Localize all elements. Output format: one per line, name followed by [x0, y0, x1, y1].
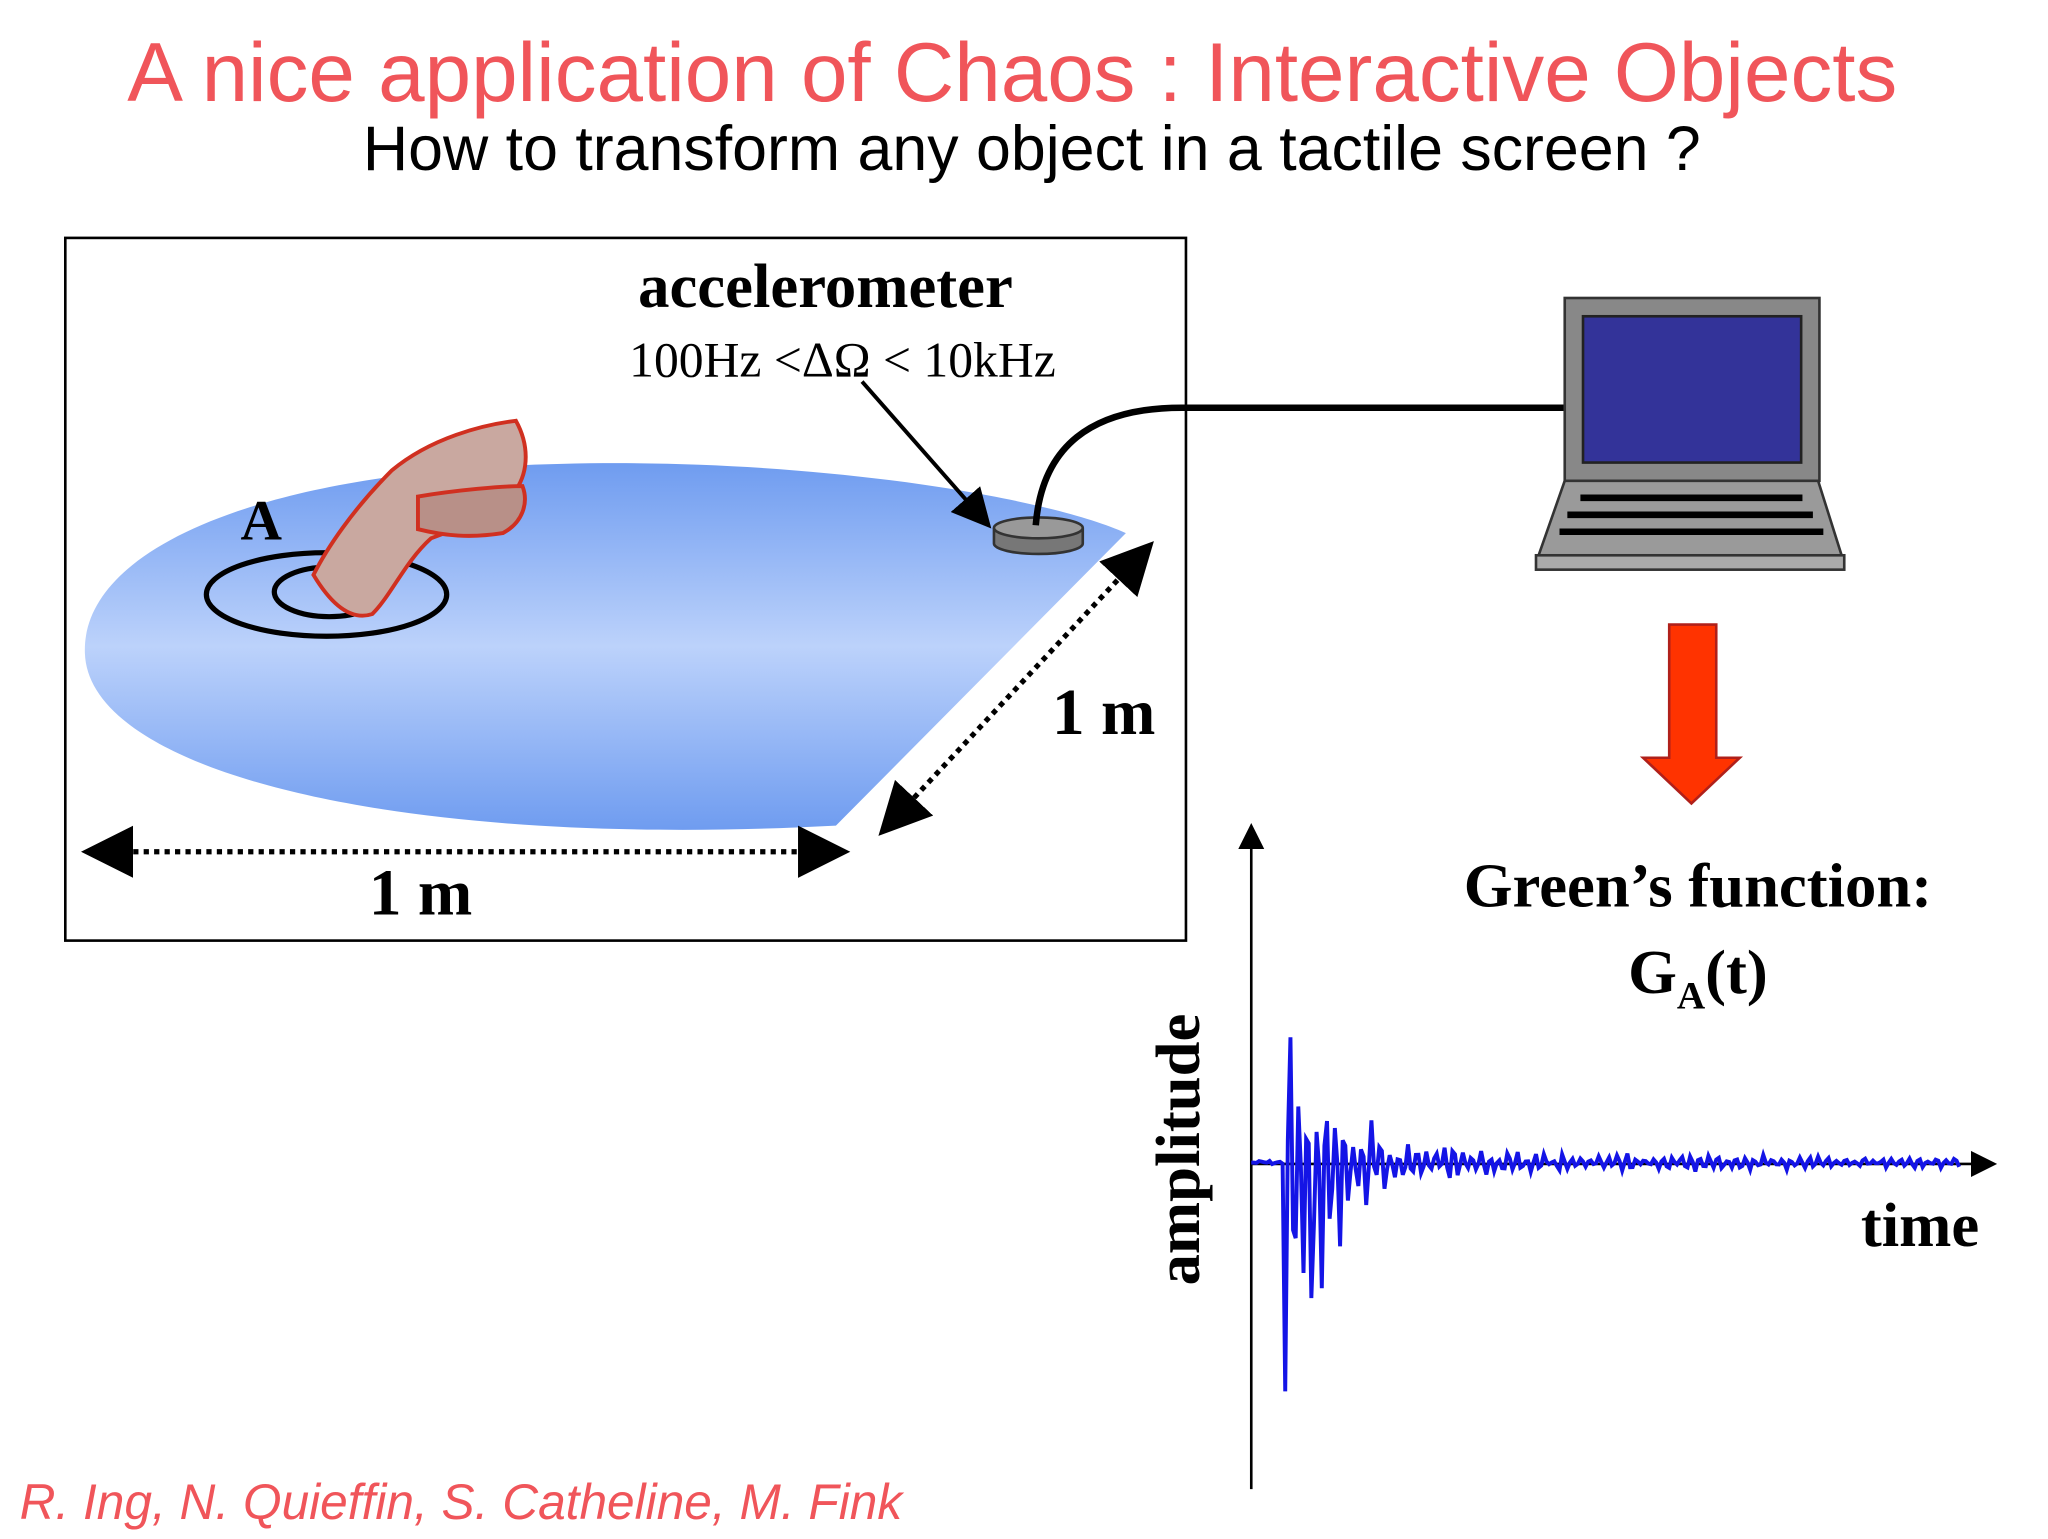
signal-title: Green’s function: — [1464, 851, 1932, 921]
symbol: G — [1628, 937, 1677, 1007]
point-label: A — [240, 490, 282, 553]
laptop-display — [1581, 314, 1803, 464]
symbol-subscript: A — [1677, 975, 1705, 1018]
depth-label: 1 m — [1052, 677, 1155, 749]
bandwidth-label: 100Hz <ΔΩ < 10kHz — [629, 332, 1056, 387]
laptop-base — [1534, 553, 1846, 571]
cable — [1032, 404, 1565, 526]
signal-trace — [1251, 1037, 1961, 1392]
depth-arrow — [878, 541, 1154, 836]
pointer-arrow — [860, 380, 992, 529]
subtitle: How to transform any object in a tactile… — [363, 114, 1701, 184]
width-label: 1 m — [369, 857, 472, 929]
hand — [415, 484, 527, 538]
process-arrow — [1639, 623, 1744, 806]
x-axis-label: time — [1861, 1190, 1979, 1260]
y-axis-label: amplitude — [1143, 1014, 1213, 1286]
title: A nice application of Chaos : Interactiv… — [127, 25, 1897, 119]
sensor-label: accelerometer — [638, 251, 1013, 321]
authors: R. Ing, N. Quieffin, S. Catheline, M. Fi… — [20, 1474, 905, 1530]
symbol-args: (t) — [1705, 937, 1768, 1007]
signal-symbol: GA(t) — [1628, 937, 1768, 1018]
